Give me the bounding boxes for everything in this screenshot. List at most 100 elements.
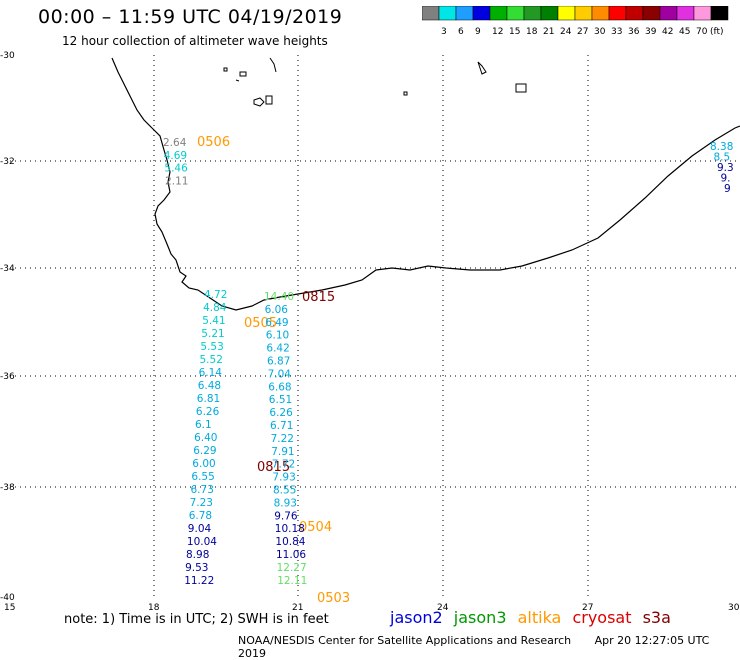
wave-height-label: 6.71 <box>270 420 293 432</box>
wave-height-label: 6.00 <box>192 458 215 470</box>
lat-label: -38 <box>0 483 15 493</box>
wave-height-label: 6.55 <box>191 471 214 483</box>
wave-height-label: 4.72 <box>204 289 227 301</box>
lon-labels: 15 18 21 24 27 30 <box>4 603 740 610</box>
lon-label: 24 <box>437 603 449 610</box>
wave-height-label: 5.52 <box>200 354 223 366</box>
wave-height-label: 6.81 <box>197 393 220 405</box>
lat-labels: -30 -32 -34 -36 -38 -40 <box>0 51 15 603</box>
wave-height-label: 6.26 <box>196 406 220 418</box>
wave-height-label: 9.3 <box>717 162 734 174</box>
wave-height-label: 6.29 <box>193 445 216 457</box>
wave-height-label: 2.11 <box>165 175 188 187</box>
wave-height-label: 14.40 <box>264 291 294 303</box>
wave-height-label: 9 <box>724 183 731 195</box>
wave-height-label: 8.55 <box>273 485 296 497</box>
graticule <box>10 55 740 600</box>
wave-height-label: 6.51 <box>269 394 292 406</box>
legend-label: 18 <box>526 27 538 37</box>
legend-unit: (ft) <box>710 27 724 37</box>
wave-height-tracks: 2.644.695.462.11 8.388.59.39.9 4.724.845.4… <box>163 137 734 587</box>
lat-label: -34 <box>0 264 15 274</box>
wave-height-label: 9.76 <box>274 510 298 522</box>
wave-height-label: 6.06 <box>265 304 289 316</box>
map-subtitle: 12 hour collection of altimeter wave hei… <box>62 34 328 48</box>
satellite-jason3: jason3 <box>453 608 507 627</box>
legend-label: 45 <box>679 27 690 37</box>
wave-height-label: 7.93 <box>272 472 295 484</box>
legend-label: 15 <box>509 27 520 37</box>
color-legend: 3 6 9 12 15 18 21 24 27 30 33 36 39 42 45 70 (ft) <box>422 6 729 37</box>
legend-label: 70 <box>696 27 708 37</box>
wave-height-label: 9.53 <box>185 562 208 574</box>
wave-height-label: 4.84 <box>203 302 227 314</box>
legend-label: 9 <box>475 27 481 37</box>
lon-label: 30 <box>728 603 740 610</box>
wave-height-label: 7.72 <box>272 459 295 471</box>
lat-label: -36 <box>0 372 15 382</box>
satellite-jason2: jason2 <box>390 608 443 627</box>
legend-label: 24 <box>560 27 572 37</box>
wave-height-label: 10.04 <box>187 536 217 548</box>
wave-height-label: 6.73 <box>191 484 214 496</box>
legend-label: 42 <box>662 27 673 37</box>
islands <box>223 57 527 107</box>
coastline <box>111 57 740 311</box>
lon-label: 21 <box>292 603 303 610</box>
wave-height-label: 10.18 <box>275 523 305 535</box>
pass-time-labels: 0506 0815 0505 0815 0504 0503 <box>197 135 350 606</box>
wave-height-label: 6.87 <box>267 356 290 368</box>
footer: NOAA/NESDIS Center for Satellite Applica… <box>238 634 740 660</box>
time-label: 0504 <box>299 520 332 535</box>
legend-label: 36 <box>628 27 640 37</box>
wave-height-label: 9. <box>721 173 731 185</box>
wave-height-label: 6.14 <box>199 367 223 379</box>
legend-label: 33 <box>611 27 622 37</box>
wave-height-label: 2.64 <box>163 137 187 149</box>
time-label: 0506 <box>197 135 230 150</box>
wave-height-label: 10.84 <box>275 536 305 548</box>
wave-height-label: 11.22 <box>184 575 214 587</box>
wave-height-label: 6.1 <box>195 419 212 431</box>
time-label: 0815 <box>257 460 290 475</box>
lat-label: -40 <box>0 593 15 603</box>
wave-height-label: 12.27 <box>277 562 307 574</box>
legend-swatch <box>710 6 729 21</box>
lon-label: 18 <box>148 603 160 610</box>
wave-height-label: 5.46 <box>164 163 188 175</box>
legend-label: 39 <box>645 27 657 37</box>
wave-height-label: 12.11 <box>277 575 307 587</box>
units-note: note: 1) Time is in UTC; 2) SWH is in fe… <box>64 612 329 627</box>
wave-height-label: 8.38 <box>710 141 733 153</box>
wave-height-label: 8.5 <box>714 152 731 164</box>
legend-label: 3 <box>441 27 447 37</box>
wave-height-label: 6.10 <box>266 330 289 342</box>
wave-height-label: 8.98 <box>186 549 209 561</box>
wave-height-label: 7.04 <box>268 368 292 380</box>
wave-height-label: 6.26 <box>269 407 293 419</box>
wave-height-label: 4.69 <box>164 150 187 162</box>
altimeter-map: -30 -32 -34 -36 -38 -40 15 18 21 24 27 3… <box>0 51 740 610</box>
wave-height-label: 5.41 <box>202 315 225 327</box>
lat-label: -30 <box>0 51 15 61</box>
wave-height-label: 7.23 <box>190 497 213 509</box>
wave-height-label: 7.91 <box>271 446 294 458</box>
satellite-s3a: s3a <box>642 608 671 627</box>
map-title: 00:00 – 11:59 UTC 04/19/2019 <box>38 6 343 28</box>
wave-height-label: 9.04 <box>188 523 212 535</box>
time-label: 0505 <box>244 316 277 331</box>
wave-height-label: 6.42 <box>266 343 289 355</box>
legend-label: 12 <box>492 27 503 37</box>
lon-label: 27 <box>582 603 593 610</box>
wave-height-label: 11.06 <box>276 549 306 561</box>
legend-label: 21 <box>543 27 554 37</box>
legend-label: 27 <box>577 27 588 37</box>
wave-height-label: 6.48 <box>198 380 221 392</box>
wave-height-label: 7.22 <box>271 433 294 445</box>
satellite-legend: jason2 jason3 altika cryosat s3a <box>390 608 677 627</box>
footer-credit: NOAA/NESDIS Center for Satellite Applica… <box>238 634 572 647</box>
legend-label: 6 <box>458 27 464 37</box>
time-label: 0503 <box>317 591 350 606</box>
satellite-cryosat: cryosat <box>572 608 632 627</box>
wave-height-label: 8.93 <box>274 497 297 509</box>
